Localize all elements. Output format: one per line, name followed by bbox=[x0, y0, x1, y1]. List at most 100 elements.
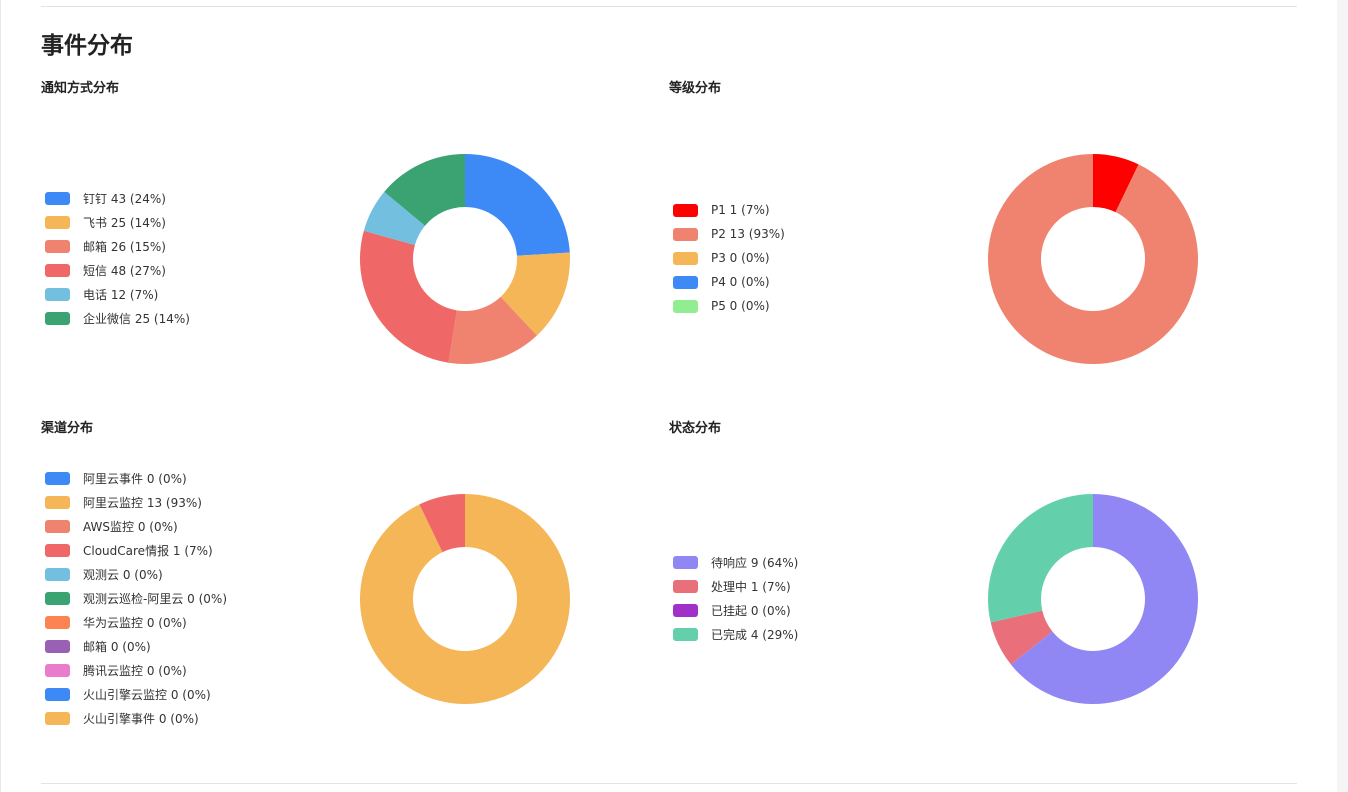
donut-slice-处理中[interactable] bbox=[990, 610, 1053, 665]
legend-item[interactable]: 观测云 0 (0%) bbox=[45, 562, 227, 586]
legend-item[interactable]: P1 1 (7%) bbox=[673, 198, 785, 222]
legend-label: P2 13 (93%) bbox=[711, 227, 785, 241]
notify-chart-title: 通知方式分布 bbox=[41, 81, 120, 96]
legend-swatch bbox=[673, 275, 698, 289]
status-donut-chart[interactable] bbox=[987, 493, 1199, 705]
channel-chart-legend: 阿里云事件 0 (0%) 阿里云监控 13 (93%) AWS监控 0 (0%)… bbox=[45, 466, 227, 730]
legend-item[interactable]: 飞书 25 (14%) bbox=[45, 210, 190, 234]
legend-label: 腾讯云监控 0 (0%) bbox=[83, 663, 187, 678]
legend-item[interactable]: P2 13 (93%) bbox=[673, 222, 785, 246]
status-chart-legend: 待响应 9 (64%) 处理中 1 (7%) 已挂起 0 (0%) 已完成 4 … bbox=[673, 550, 798, 646]
donut-slice-飞书[interactable] bbox=[500, 252, 570, 336]
legend-swatch bbox=[673, 603, 698, 617]
legend-swatch bbox=[45, 543, 70, 557]
legend-item[interactable]: 已挂起 0 (0%) bbox=[673, 598, 798, 622]
legend-swatch bbox=[45, 287, 70, 301]
legend-swatch bbox=[45, 591, 70, 605]
legend-swatch bbox=[673, 203, 698, 217]
legend-swatch bbox=[45, 663, 70, 677]
legend-label: 火山引擎云监控 0 (0%) bbox=[83, 687, 211, 702]
legend-label: 华为云监控 0 (0%) bbox=[83, 615, 187, 630]
level-donut-chart[interactable] bbox=[987, 153, 1199, 365]
legend-item[interactable]: 邮箱 26 (15%) bbox=[45, 234, 190, 258]
legend-swatch bbox=[673, 627, 698, 641]
legend-item[interactable]: 待响应 9 (64%) bbox=[673, 550, 798, 574]
donut-slice-电话[interactable] bbox=[363, 191, 426, 246]
donut-slice-邮箱[interactable] bbox=[448, 296, 537, 364]
legend-swatch bbox=[673, 555, 698, 569]
level-chart-title: 等级分布 bbox=[669, 81, 722, 96]
donut-slice-p2[interactable] bbox=[988, 154, 1198, 364]
legend-item[interactable]: CloudCare情报 1 (7%) bbox=[45, 538, 227, 562]
legend-label: 处理中 1 (7%) bbox=[711, 579, 791, 594]
legend-swatch bbox=[45, 471, 70, 485]
legend-item[interactable]: 企业微信 25 (14%) bbox=[45, 306, 190, 330]
legend-item[interactable]: 观测云巡检-阿里云 0 (0%) bbox=[45, 586, 227, 610]
donut-slice-短信[interactable] bbox=[360, 230, 457, 363]
legend-label: 邮箱 26 (15%) bbox=[83, 239, 166, 254]
legend-label: 火山引擎事件 0 (0%) bbox=[83, 711, 199, 726]
legend-item[interactable]: 华为云监控 0 (0%) bbox=[45, 610, 227, 634]
legend-label: P3 0 (0%) bbox=[711, 251, 770, 265]
page-title: 事件分布 bbox=[41, 33, 133, 59]
legend-swatch bbox=[45, 263, 70, 277]
notify-chart-panel: 通知方式分布 钉钉 43 (24%) 飞书 25 (14%) 邮箱 26 (15… bbox=[41, 80, 661, 410]
legend-label: P4 0 (0%) bbox=[711, 275, 770, 289]
legend-swatch bbox=[45, 567, 70, 581]
bottom-divider bbox=[41, 783, 1297, 784]
channel-chart-title: 渠道分布 bbox=[41, 421, 94, 436]
scrollbar-track[interactable] bbox=[1337, 0, 1348, 792]
donut-slice-钉钉[interactable] bbox=[465, 154, 570, 256]
legend-item[interactable]: 电话 12 (7%) bbox=[45, 282, 190, 306]
legend-label: 阿里云事件 0 (0%) bbox=[83, 471, 187, 486]
legend-item[interactable]: 阿里云监控 13 (93%) bbox=[45, 490, 227, 514]
donut-slice-已完成[interactable] bbox=[988, 494, 1093, 623]
donut-slice-p1[interactable] bbox=[1093, 154, 1139, 213]
legend-item[interactable]: 短信 48 (27%) bbox=[45, 258, 190, 282]
legend-item[interactable]: 处理中 1 (7%) bbox=[673, 574, 798, 598]
legend-swatch bbox=[673, 579, 698, 593]
donut-slice-cloudcare情报[interactable] bbox=[419, 494, 465, 553]
legend-label: 邮箱 0 (0%) bbox=[83, 639, 151, 654]
legend-item[interactable]: 钉钉 43 (24%) bbox=[45, 186, 190, 210]
legend-swatch bbox=[45, 639, 70, 653]
legend-item[interactable]: 火山引擎事件 0 (0%) bbox=[45, 706, 227, 730]
legend-label: CloudCare情报 1 (7%) bbox=[83, 543, 213, 558]
legend-item[interactable]: 已完成 4 (29%) bbox=[673, 622, 798, 646]
legend-label: 电话 12 (7%) bbox=[83, 287, 159, 302]
legend-label: P5 0 (0%) bbox=[711, 299, 770, 313]
legend-label: 已挂起 0 (0%) bbox=[711, 603, 791, 618]
left-border bbox=[0, 0, 1, 792]
legend-item[interactable]: P4 0 (0%) bbox=[673, 270, 785, 294]
legend-label: AWS监控 0 (0%) bbox=[83, 519, 178, 534]
legend-label: 企业微信 25 (14%) bbox=[83, 311, 190, 326]
donut-slice-阿里云监控[interactable] bbox=[360, 494, 570, 704]
legend-item[interactable]: 邮箱 0 (0%) bbox=[45, 634, 227, 658]
legend-label: 已完成 4 (29%) bbox=[711, 627, 799, 642]
legend-item[interactable]: P3 0 (0%) bbox=[673, 246, 785, 270]
channel-donut-chart[interactable] bbox=[359, 493, 571, 705]
legend-item[interactable]: P5 0 (0%) bbox=[673, 294, 785, 318]
level-chart-legend: P1 1 (7%) P2 13 (93%) P3 0 (0%) P4 0 (0%… bbox=[673, 198, 785, 318]
legend-swatch bbox=[673, 227, 698, 241]
legend-label: 短信 48 (27%) bbox=[83, 263, 166, 278]
status-chart-panel: 状态分布 待响应 9 (64%) 处理中 1 (7%) 已挂起 0 (0%) 已… bbox=[669, 420, 1289, 750]
notify-chart-legend: 钉钉 43 (24%) 飞书 25 (14%) 邮箱 26 (15%) 短信 4… bbox=[45, 186, 190, 330]
legend-swatch bbox=[45, 215, 70, 229]
legend-label: 待响应 9 (64%) bbox=[711, 555, 799, 570]
donut-slice-企业微信[interactable] bbox=[384, 154, 465, 226]
legend-swatch bbox=[45, 311, 70, 325]
legend-item[interactable]: 腾讯云监控 0 (0%) bbox=[45, 658, 227, 682]
legend-item[interactable]: 火山引擎云监控 0 (0%) bbox=[45, 682, 227, 706]
legend-swatch bbox=[673, 251, 698, 265]
legend-swatch bbox=[45, 615, 70, 629]
legend-item[interactable]: 阿里云事件 0 (0%) bbox=[45, 466, 227, 490]
notify-donut-chart[interactable] bbox=[359, 153, 571, 365]
legend-item[interactable]: AWS监控 0 (0%) bbox=[45, 514, 227, 538]
legend-label: P1 1 (7%) bbox=[711, 203, 770, 217]
donut-slice-待响应[interactable] bbox=[1010, 494, 1198, 704]
legend-label: 阿里云监控 13 (93%) bbox=[83, 495, 202, 510]
level-chart-panel: 等级分布 P1 1 (7%) P2 13 (93%) P3 0 (0%) P4 … bbox=[669, 80, 1289, 410]
legend-swatch bbox=[45, 495, 70, 509]
legend-swatch bbox=[45, 519, 70, 533]
